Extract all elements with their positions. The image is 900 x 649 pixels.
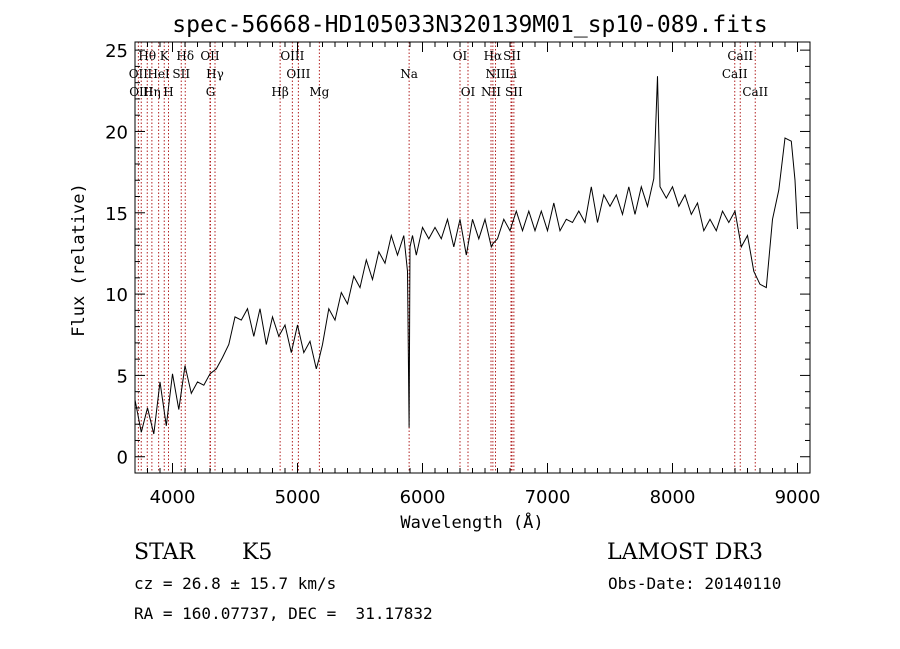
x-axis-label: Wavelength (Å) [400, 511, 543, 533]
y-axis-label: Flux (relative) [69, 183, 89, 337]
line-label-0: Hθ [138, 49, 156, 63]
x-tick-label-0: 4000 [150, 487, 196, 508]
line-label-8: CaII [727, 49, 753, 63]
y-tick-label-2: 10 [105, 285, 128, 306]
line-label-14: Na [400, 67, 418, 81]
line-label-23: Mg [309, 85, 329, 99]
object-subclass: K5 [242, 540, 273, 565]
line-label-5: OI [453, 49, 468, 63]
object-class: STAR [134, 540, 195, 565]
x-tick-label-3: 7000 [525, 487, 571, 508]
survey-name: LAMOST DR3 [607, 540, 763, 565]
plot-frame [134, 41, 811, 474]
line-label-24: OI [461, 85, 476, 99]
line-label-21: G [206, 85, 216, 99]
line-label-22: Hβ [271, 85, 288, 99]
redshift-value: cz = 26.8 ± 15.7 km/s [134, 574, 337, 593]
x-tick-label-4: 8000 [650, 487, 696, 508]
line-label-25: NII [481, 85, 501, 99]
line-label-11: SII [172, 67, 190, 81]
emission-line-markers [137, 42, 756, 473]
line-label-20: H [163, 85, 173, 99]
line-label-7: SII [503, 49, 521, 63]
line-label-15: NII [486, 67, 506, 81]
y-tick-label-4: 20 [105, 122, 128, 143]
line-label-10: HeI [147, 67, 170, 81]
x-tick-label-1: 5000 [275, 487, 321, 508]
y-tick-label-1: 5 [117, 366, 128, 387]
chart-title: spec-56668-HD105033N320139M01_sp10-089.f… [172, 12, 767, 38]
observation-date: Obs-Date: 20140110 [608, 574, 782, 593]
x-axis-ticks: 4000 5000 6000 7000 8000 9000 [134, 42, 821, 508]
line-label-16: Li [505, 67, 517, 81]
line-label-26: SII [505, 85, 523, 99]
spectrum-series-line [134, 76, 798, 435]
line-label-9: OII [129, 67, 149, 81]
y-tick-label-3: 15 [105, 204, 128, 225]
line-label-1: K [160, 49, 170, 63]
y-axis-ticks: 0 5 10 15 20 25 [105, 41, 810, 469]
line-label-4: OIII [280, 49, 304, 63]
line-label-6: Hα [484, 49, 503, 63]
line-label-19: Hη [143, 85, 161, 99]
line-label-12: Hγ [206, 67, 224, 81]
x-tick-label-5: 9000 [775, 487, 821, 508]
x-tick-label-2: 6000 [400, 487, 446, 508]
line-label-13: OIII [286, 67, 310, 81]
line-label-2: Hδ [176, 49, 194, 63]
line-label-27: CaII [742, 85, 768, 99]
y-tick-label-0: 0 [117, 448, 128, 469]
line-label-3: OII [200, 49, 220, 63]
y-tick-label-5: 25 [105, 41, 128, 62]
line-label-17: CaII [722, 67, 748, 81]
coordinates: RA = 160.07737, DEC = 31.17832 [134, 604, 433, 623]
